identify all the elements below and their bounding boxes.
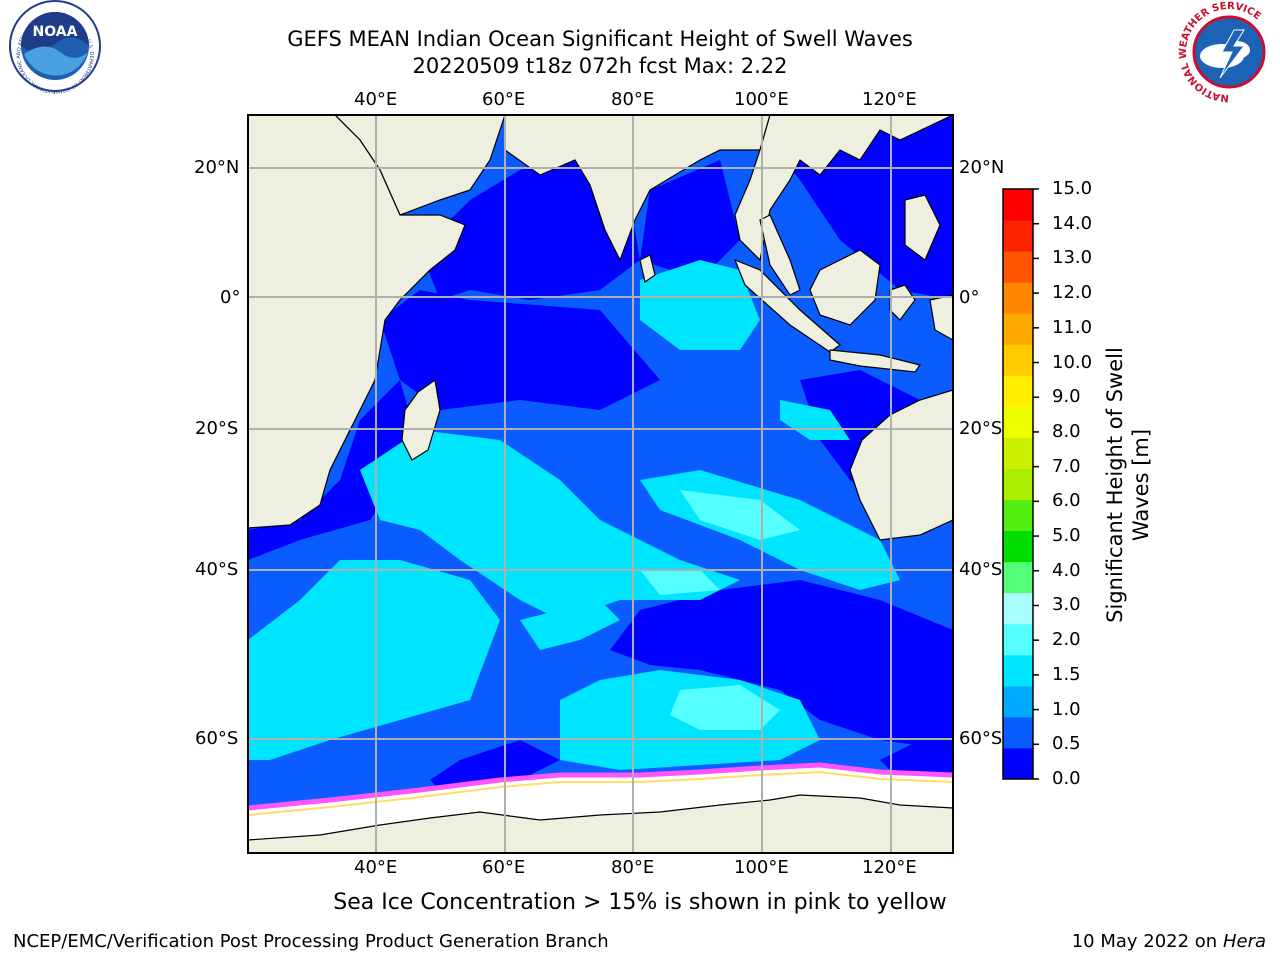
colorbar-swatch — [1003, 468, 1033, 501]
colorbar-swatch — [1003, 499, 1033, 532]
map-frame — [247, 114, 954, 854]
date-text: 10 May 2022 on Hera — [1072, 931, 1266, 952]
colorbar-tick-label: 15.0 — [1052, 178, 1093, 199]
swell-max-regions — [640, 490, 800, 730]
lat-label-left-20n: 20°N — [194, 157, 240, 178]
lon-label-bottom-40e: 40°E — [354, 857, 398, 878]
lat-label-right-40s: 40°S — [959, 559, 1003, 580]
colorbar-swatch — [1003, 654, 1033, 687]
colorbar-tick-label: 7.0 — [1052, 455, 1081, 477]
colorbar-swatch — [1003, 344, 1033, 376]
lat-label-right-60s: 60°S — [959, 728, 1003, 749]
colorbar-tick-label: 5.0 — [1052, 525, 1081, 547]
lon-label-top-60e: 60°E — [482, 89, 526, 110]
graticule — [248, 115, 953, 853]
colorbar-tick-label: 1.5 — [1052, 663, 1081, 685]
map-title: GEFS MEAN Indian Ocean Significant Heigh… — [287, 27, 913, 51]
colorbar-swatch — [1003, 747, 1033, 780]
colorbar-tick-label: 13.0 — [1052, 247, 1093, 269]
nws-logo: NATIONAL WEATHER SERVICE — [1178, 1, 1279, 103]
lon-label-bottom-100e: 100°E — [734, 857, 789, 878]
colorbar-label: Significant Height of Swell Waves [m] — [1103, 347, 1153, 623]
lon-label-top-80e: 80°E — [611, 89, 655, 110]
lat-label-left-0: 0° — [220, 287, 241, 308]
colorbar-swatch — [1003, 375, 1033, 407]
colorbar-tick-label: 12.0 — [1052, 282, 1093, 304]
colorbar-swatch — [1003, 623, 1033, 656]
lon-label-bottom-80e: 80°E — [611, 857, 655, 878]
colorbar-tick-label: 8.0 — [1052, 420, 1081, 442]
lon-label-bottom-60e: 60°E — [482, 857, 526, 878]
colorbar-swatch — [1003, 437, 1033, 469]
colorbar-swatch — [1003, 313, 1033, 345]
colorbar-tick-label: 0.5 — [1052, 733, 1081, 755]
map-panel — [248, 115, 953, 853]
host-name: Hera — [1222, 931, 1266, 952]
colorbar-tick-label: 9.0 — [1052, 386, 1081, 408]
lat-label-right-20s: 20°S — [959, 418, 1003, 439]
lat-label-right-20n: 20°N — [959, 157, 1005, 178]
lon-label-top-40e: 40°E — [354, 89, 398, 110]
colorbar-tick-label: 2.0 — [1052, 629, 1081, 651]
sea-ice-edge-yellow — [248, 770, 953, 816]
colorbar-swatch — [1003, 530, 1033, 563]
swell-low-regions — [248, 115, 953, 800]
colorbar-frame — [1002, 188, 1034, 780]
lat-label-right-0: 0° — [959, 287, 980, 308]
colorbar-swatch — [1003, 189, 1033, 221]
colorbar-tick-label: 14.0 — [1052, 212, 1093, 234]
lat-label-left-60s: 60°S — [195, 728, 239, 749]
colorbar-swatch — [1003, 251, 1033, 283]
colorbar-swatch — [1003, 220, 1033, 252]
colorbar — [1002, 188, 1039, 780]
date-value: 10 May 2022 on — [1071, 931, 1218, 952]
lon-label-top-120e: 120°E — [862, 89, 917, 110]
map-subtitle: 20220509 t18z 072h fcst Max: 2.22 — [412, 54, 788, 78]
colorbar-tick-label: 3.0 — [1052, 594, 1081, 616]
colorbar-swatch — [1003, 406, 1033, 438]
colorbar-tick-label: 10.0 — [1052, 351, 1093, 373]
noaa-logo-text: NOAA — [33, 24, 78, 40]
colorbar-tick-label: 6.0 — [1052, 490, 1081, 512]
colorbar-tick-label: 11.0 — [1052, 316, 1093, 338]
colorbar-tick-label: 1.0 — [1052, 698, 1081, 720]
noaa-logo: NOAA NATIONAL OCEANIC AND ATMOSPHERIC AD… — [0, 0, 101, 94]
lon-label-top-100e: 100°E — [734, 89, 789, 110]
colorbar-swatch — [1003, 282, 1033, 314]
antarctica-land — [248, 794, 953, 853]
colorbar-swatch — [1003, 716, 1033, 749]
credit-text: NCEP/EMC/Verification Post Processing Pr… — [13, 931, 609, 952]
colorbar-swatch — [1003, 592, 1033, 625]
colorbar-swatch — [1003, 561, 1033, 594]
lon-label-bottom-120e: 120°E — [862, 857, 917, 878]
colorbar-tick-label: 0.0 — [1052, 768, 1081, 789]
colorbar-tick-label: 4.0 — [1052, 559, 1081, 581]
colorbar-swatch — [1003, 685, 1033, 718]
sea-ice-note: Sea Ice Concentration > 15% is shown in … — [333, 890, 947, 915]
lat-label-left-40s: 40°S — [195, 559, 239, 580]
sea-ice-edge — [248, 762, 953, 811]
lat-label-left-20s: 20°S — [195, 418, 239, 439]
